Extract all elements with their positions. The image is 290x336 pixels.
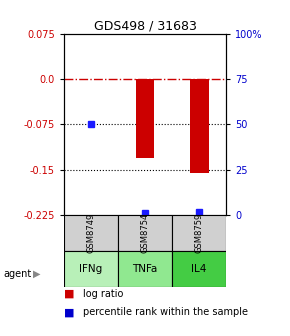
Bar	[64, 215, 118, 251]
Title: GDS498 / 31683: GDS498 / 31683	[94, 19, 196, 33]
Text: ■: ■	[64, 289, 74, 299]
Text: percentile rank within the sample: percentile rank within the sample	[83, 307, 248, 318]
Text: IL4: IL4	[191, 264, 207, 274]
Text: log ratio: log ratio	[83, 289, 123, 299]
Bar	[118, 251, 172, 287]
Text: ■: ■	[64, 307, 74, 318]
Bar	[172, 251, 226, 287]
Bar	[135, 79, 155, 158]
Text: TNFa: TNFa	[132, 264, 158, 274]
Bar	[118, 215, 172, 251]
Bar	[172, 215, 226, 251]
Text: GSM8754: GSM8754	[140, 213, 150, 253]
Text: IFNg: IFNg	[79, 264, 102, 274]
Bar	[190, 79, 209, 173]
Text: GSM8749: GSM8749	[86, 213, 95, 253]
Text: GSM8759: GSM8759	[195, 213, 204, 253]
Text: agent: agent	[3, 269, 31, 279]
Text: ▶: ▶	[33, 269, 41, 279]
Bar	[64, 251, 118, 287]
